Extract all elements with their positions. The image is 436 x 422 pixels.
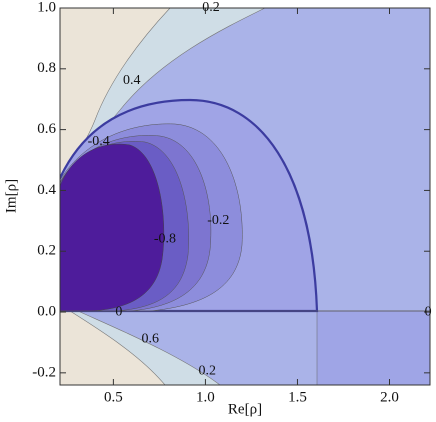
contour-label: 0.2 [202, 0, 220, 15]
contour-label: 0.4 [123, 73, 141, 88]
region [60, 143, 165, 312]
y-tick-label: 0.2 [37, 243, 56, 259]
contour-label: 0.6 [141, 332, 159, 347]
y-tick-label: 0.6 [37, 121, 56, 137]
x-tick-label: 1.0 [196, 389, 215, 405]
x-tick-label: 1.5 [288, 389, 307, 405]
y-axis-label: Im[ρ] [3, 179, 19, 213]
y-tick-label: -0.2 [32, 364, 56, 380]
contour-label: -0.4 [88, 134, 110, 149]
x-tick-label: 0.5 [104, 389, 123, 405]
x-axis-label: Re[ρ] [228, 401, 262, 417]
contour-label: 0 [425, 304, 432, 319]
contour-regions [60, 8, 430, 385]
contour-label: 0.2 [199, 364, 217, 379]
y-tick-label: 0.8 [37, 60, 56, 76]
contour-label: -0.8 [154, 231, 176, 246]
y-tick-label: 0.0 [37, 303, 56, 319]
x-tick-label: 2.0 [380, 389, 399, 405]
contour-label: 0 [115, 304, 122, 319]
contour-label: -0.2 [207, 213, 229, 228]
plot-frame [59, 7, 431, 386]
region [316, 310, 430, 385]
y-tick-label: 1.0 [37, 0, 56, 15]
y-tick-label: 0.4 [37, 182, 56, 198]
